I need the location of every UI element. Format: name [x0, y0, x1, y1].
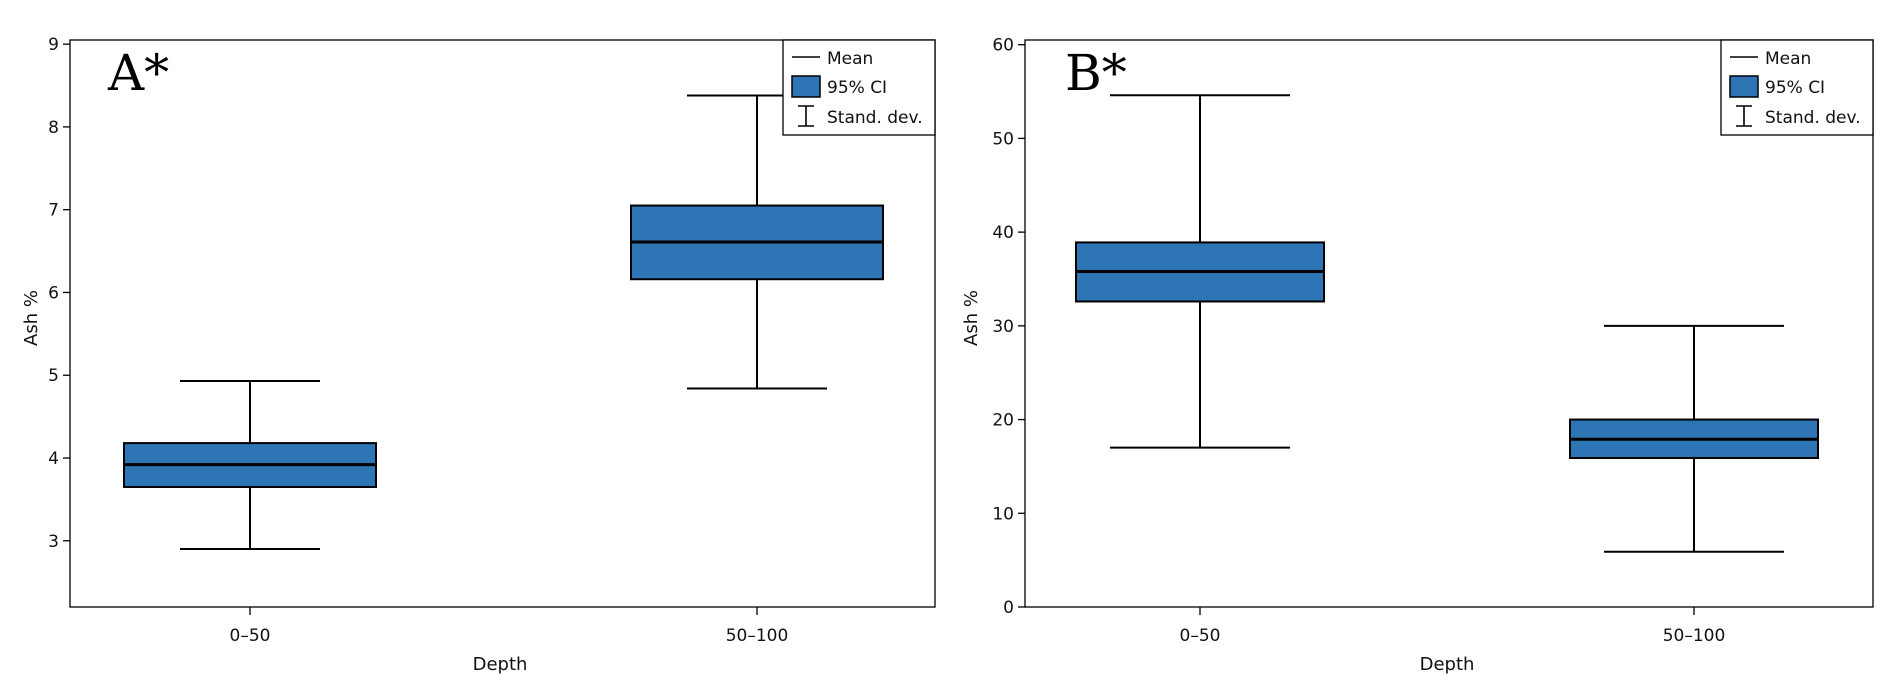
sd-legend-icon [1736, 105, 1752, 127]
panel-a-y-tick-label: 5 [48, 366, 59, 386]
panel-a-y-tick-label: 3 [48, 532, 59, 552]
panel-a-legend: Mean 95% CI Stand. dev. [782, 39, 936, 136]
panel-b-frame [1024, 39, 1874, 608]
panel-b-y-ticks: 0 10 20 30 40 50 60 [992, 36, 1025, 618]
panel-b-legend-mean: Mean [1765, 49, 1811, 69]
panel-b-label: B* [1065, 44, 1127, 102]
panel-a-y-axis-title: Ash % [21, 290, 42, 346]
panel-b-marks [1075, 94, 1819, 553]
panel-a-x-ticks: 0–50 50–100 [230, 607, 789, 646]
panel-a-y-tick-label: 6 [48, 283, 59, 303]
panel-a-y-tick-label: 9 [48, 35, 59, 55]
panel-b-y-tick-label: 30 [992, 317, 1014, 337]
panel-a: A* Depth Ash % 3 4 5 6 7 8 9 0–50 50–100 Mean … [21, 35, 936, 675]
panel-b-y-tick-label: 50 [992, 129, 1014, 149]
panel-a-y-ticks: 3 4 5 6 7 8 9 [48, 35, 70, 552]
panel-b-x-tick-label: 50–100 [1663, 626, 1726, 646]
panel-a-legend-sd: Stand. dev. [827, 108, 923, 128]
panel-b-y-tick-label: 0 [1003, 598, 1014, 618]
panel-a-x-tick-label: 0–50 [230, 626, 271, 646]
ci-legend-icon [791, 75, 821, 98]
panel-b-y-tick-label: 60 [992, 36, 1014, 56]
panel-a-y-tick-label: 4 [48, 449, 59, 469]
panel-b-y-tick-label: 20 [992, 411, 1014, 431]
panel-b-y-tick-label: 10 [992, 504, 1014, 524]
panel-a-frame [69, 39, 936, 608]
panel-b-legend-sd: Stand. dev. [1765, 108, 1861, 128]
panel-a-y-tick-label: 7 [48, 201, 59, 221]
panel-b: B* Depth Ash % 0 10 20 30 40 50 60 0–50 50–100… [961, 36, 1874, 675]
panel-b-x-ticks: 0–50 50–100 [1180, 607, 1726, 646]
panel-b-legend: Mean 95% CI Stand. dev. [1720, 39, 1874, 136]
panel-b-x-axis-title: Depth [1420, 654, 1475, 675]
panel-a-marks [123, 94, 884, 551]
panel-b-legend-ci: 95% CI [1765, 78, 1825, 98]
sd-legend-icon [798, 105, 814, 127]
panel-a-x-tick-label: 50–100 [726, 626, 789, 646]
panel-b-y-axis-title: Ash % [961, 290, 982, 346]
panel-b-y-tick-label: 40 [992, 223, 1014, 243]
panel-a-x-axis-title: Depth [473, 654, 528, 675]
panel-a-legend-ci: 95% CI [827, 78, 887, 98]
panel-a-legend-mean: Mean [827, 49, 873, 69]
panel-a-label: A* [107, 44, 169, 102]
panel-a-y-tick-label: 8 [48, 118, 59, 138]
ci-legend-icon [1729, 75, 1759, 98]
panel-b-x-tick-label: 0–50 [1180, 626, 1221, 646]
